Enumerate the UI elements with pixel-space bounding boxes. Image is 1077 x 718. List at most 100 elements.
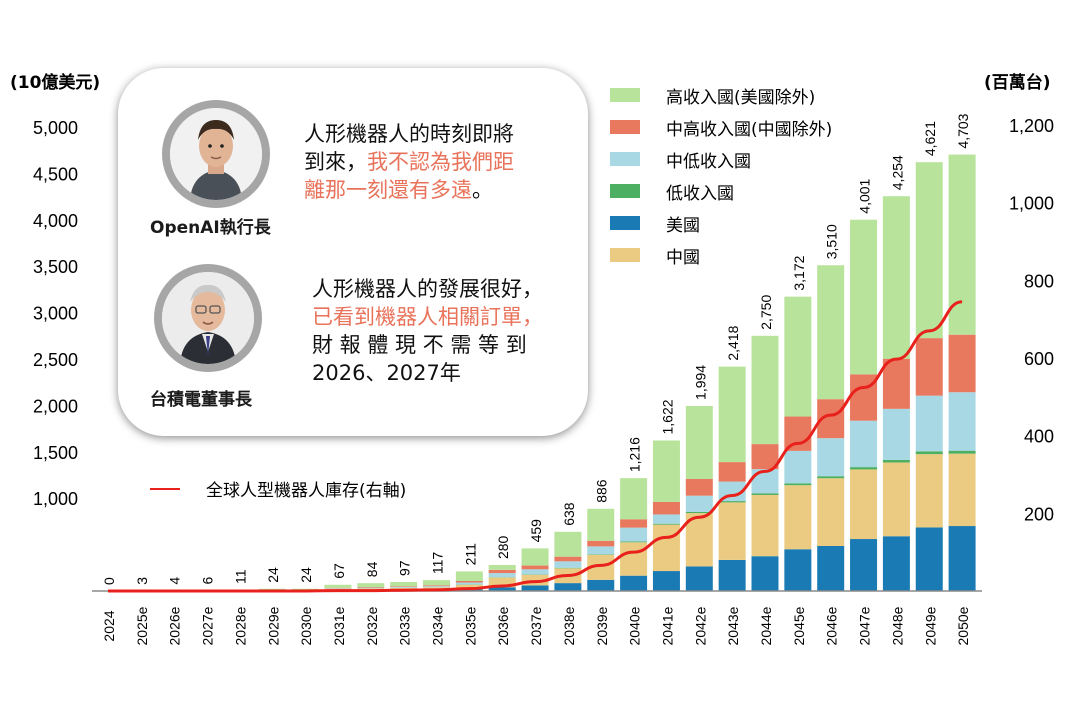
bar-segment: [948, 526, 976, 591]
right-axis-tick: 1,200: [1009, 116, 1054, 136]
bar-total-label: 1,994: [692, 365, 708, 400]
bar-segment: [652, 440, 680, 502]
quote1-line: 離那一刻還有多遠。: [304, 178, 493, 202]
bar-segment: [882, 358, 910, 409]
category-label: 2025e: [134, 606, 150, 645]
quote1-fragment: 到來，: [304, 150, 367, 174]
bar-segment: [915, 454, 943, 528]
bar-total-label: 4,001: [857, 178, 873, 213]
bar-total-label: 97: [397, 560, 413, 576]
bar-segment: [620, 478, 648, 520]
bar-segment: [817, 478, 845, 546]
bar-segment: [357, 587, 385, 588]
bar-segment: [620, 519, 648, 528]
bar-segment: [620, 542, 648, 576]
bar-total-label: 67: [331, 563, 347, 579]
right-axis-tick: 1,000: [1009, 194, 1054, 214]
bar-segment: [817, 545, 845, 591]
line-legend-swatch: [150, 487, 180, 490]
category-label: 2036e: [495, 606, 511, 645]
legend-item-high-income: 高收入國(美國除外): [610, 84, 815, 108]
left-axis-tick: 1,000: [33, 489, 78, 509]
bar-total-label: 1,216: [627, 437, 643, 472]
bar-segment: [652, 571, 680, 591]
legend-label: 低收入國: [666, 183, 734, 204]
bar-total-label: 211: [462, 543, 478, 566]
bar-segment: [652, 524, 680, 572]
caption-tsmc-chairman: 台積電董事長: [150, 390, 252, 410]
bar-segment: [423, 586, 450, 588]
bar-segment: [554, 583, 582, 591]
bar-segment: [718, 502, 746, 560]
portrait-illustration: [162, 272, 254, 364]
quote2-highlight: 已看到機器人相關訂單，: [312, 305, 543, 329]
category-label: 2041e: [659, 606, 675, 645]
category-label: 2040e: [627, 606, 643, 645]
bar-segment: [685, 511, 713, 514]
bar-segment: [817, 438, 845, 477]
bar-segment: [784, 450, 812, 484]
bar-total-label: 84: [364, 561, 380, 577]
bar-segment: [258, 588, 286, 590]
bar-segment: [751, 556, 779, 591]
bar-segment: [521, 574, 549, 586]
bar-segment: [850, 219, 878, 375]
right-axis-tick: 400: [1024, 427, 1054, 447]
category-label: 2038e: [561, 606, 577, 645]
bar-segment: [882, 462, 910, 537]
category-label: 2027e: [200, 606, 216, 645]
category-label: 2024: [101, 610, 117, 641]
bar-total-label: 638: [561, 502, 577, 526]
bar-total-label: 459: [528, 519, 544, 543]
bar-segment: [882, 196, 910, 359]
left-axis-tick: 4,000: [33, 211, 78, 231]
avatar-tsmc-chairman: [154, 264, 262, 372]
bar-segment: [817, 476, 845, 479]
bar-segment: [357, 583, 385, 588]
bar-segment: [685, 513, 713, 567]
bar-total-label: 4: [167, 577, 183, 585]
bar-segment: [915, 527, 943, 591]
bar-segment: [554, 561, 582, 568]
bar-segment: [423, 580, 450, 586]
bar-segment: [587, 554, 615, 555]
legend-label: 中低收入國: [666, 151, 751, 172]
bar-segment: [423, 585, 450, 587]
category-label: 2050e: [955, 606, 971, 645]
bar-segment: [587, 546, 615, 555]
category-label: 2034e: [430, 606, 446, 645]
bar-segment: [948, 453, 976, 527]
right-axis-unit: (百萬台): [984, 73, 1051, 93]
quote2-line: 2026、2027年: [312, 361, 461, 385]
legend-swatch: [610, 184, 640, 198]
line-legend-label: 全球人型機器人庫存(右軸): [206, 481, 407, 501]
bar-segment: [390, 581, 418, 587]
quote2-line: 人形機器人的發展很好，: [312, 277, 543, 301]
bar-segment: [751, 335, 779, 445]
quote-box: OpenAI執行長 人形機器人的時刻即將 到來，我不認為我們距 離那一刻還有多遠…: [118, 68, 588, 436]
line-legend: 全球人型機器人庫存(右軸): [150, 476, 406, 501]
legend-label: 中國: [666, 247, 700, 268]
category-label: 2048e: [889, 606, 905, 645]
legend-label: 美國: [666, 215, 700, 236]
bar-total-label: 2,418: [725, 325, 741, 360]
bar-segment: [915, 338, 943, 396]
left-axis-tick: 2,000: [33, 396, 78, 416]
left-axis-tick: 3,000: [33, 304, 78, 324]
bar-segment: [324, 588, 352, 589]
bar-segment: [915, 451, 943, 455]
left-axis-tick: 3,500: [33, 257, 78, 277]
bar-segment: [850, 539, 878, 591]
bar-segment: [948, 392, 976, 451]
bar-total-label: 3: [134, 577, 150, 585]
legend-swatch: [610, 216, 640, 230]
bar-segment: [554, 556, 582, 562]
bar-total-label: 4,703: [955, 113, 971, 148]
bar-total-label: 1,622: [659, 399, 675, 434]
bar-segment: [652, 501, 680, 515]
quote1-line: 人形機器人的時刻即將: [304, 122, 514, 146]
legend-label: 中高收入國(中國除外): [666, 119, 833, 140]
bar-segment: [817, 265, 845, 400]
bar-segment: [718, 501, 746, 503]
